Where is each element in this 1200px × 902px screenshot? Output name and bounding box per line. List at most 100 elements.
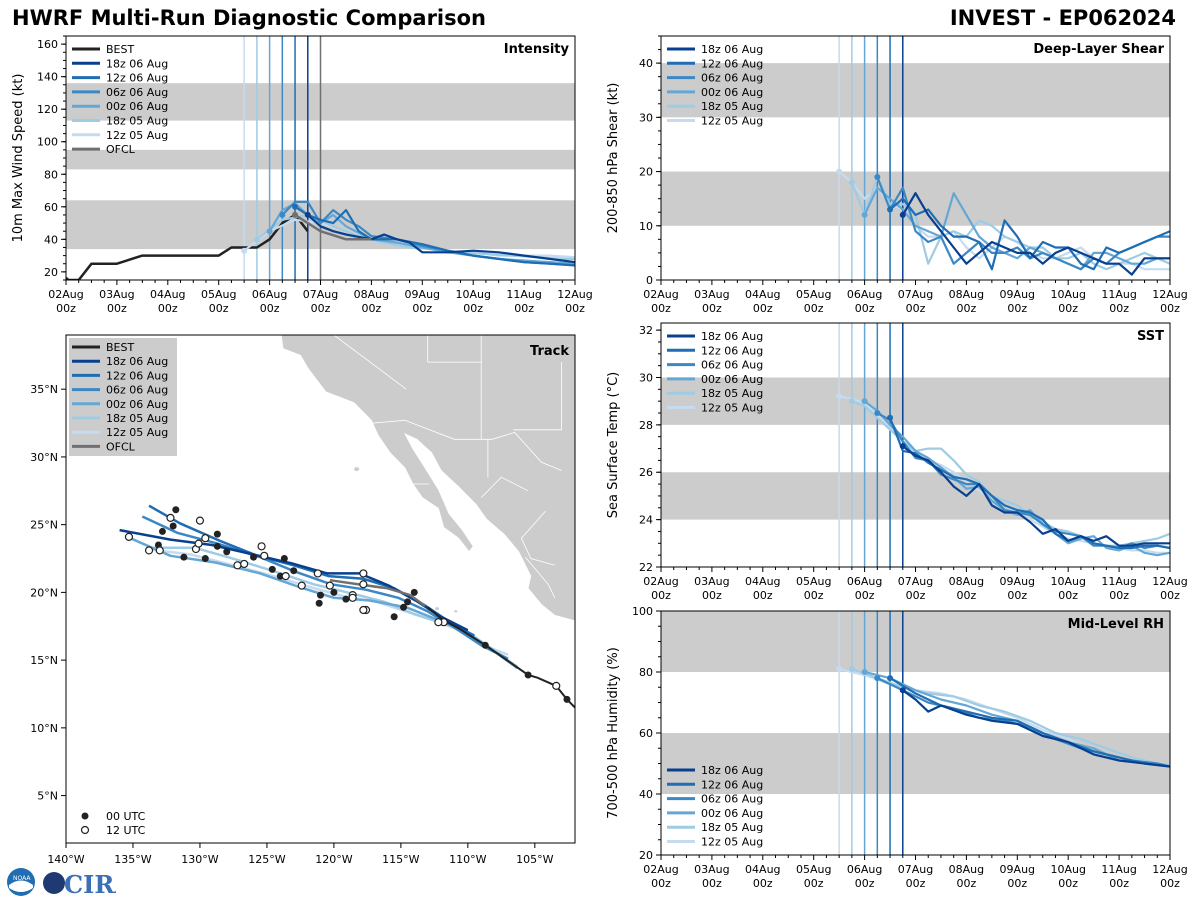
sst-xtick-hour: 00z: [906, 589, 926, 602]
shear-legend-label: 12z 06 Aug: [701, 57, 763, 70]
track-title: Track: [530, 344, 569, 359]
shear-xtick-day: 06Aug: [847, 288, 882, 301]
sst-xtick-hour: 00z: [1160, 589, 1180, 602]
marker-12utc: [359, 580, 368, 589]
island: [354, 467, 360, 472]
marker-00utc: [390, 613, 398, 621]
marker-00utc: [481, 641, 489, 649]
shear-series-line: [901, 192, 1170, 276]
marker-00utc: [180, 553, 188, 561]
sst-series-start-point: [887, 414, 894, 421]
intensity-series-start-point: [241, 247, 248, 254]
shear-xtick-hour: 00z: [855, 302, 875, 315]
marker-00utc: [342, 595, 350, 603]
sst-series-start-point: [861, 398, 868, 405]
sst-legend-label: 18z 05 Aug: [701, 387, 763, 400]
shear-xtick-hour: 00z: [1007, 302, 1027, 315]
shear-legend-label: 18z 06 Aug: [701, 43, 763, 56]
marker-12utc: [434, 618, 443, 627]
intensity-xtick-day: 02Aug: [48, 288, 83, 301]
marker-00utc: [158, 527, 166, 535]
track-line: [141, 515, 509, 660]
intensity-xtick-hour: 00z: [362, 302, 382, 315]
best-track-line: [427, 606, 575, 709]
rh-series-start-point: [861, 669, 868, 675]
shear-ytick-label: 10: [639, 220, 653, 233]
shear-ytick-label: 30: [639, 111, 653, 124]
shear-series-line: [889, 197, 1170, 271]
sst-xtick-day: 03Aug: [694, 575, 729, 588]
sst-legend-label: 00z 06 Aug: [701, 373, 763, 386]
map-border: [427, 335, 482, 363]
marker-12utc: [552, 681, 561, 690]
intensity-series-start-point: [292, 211, 299, 218]
marker-00utc: [223, 548, 231, 556]
intensity-xtick-day: 05Aug: [201, 288, 236, 301]
rh-xtick-hour: 00z: [753, 877, 773, 890]
intensity-series-start-point: [266, 228, 273, 235]
track-xtick-label: 130°W: [181, 853, 218, 866]
sst-legend-label: 12z 05 Aug: [701, 402, 763, 415]
intensity-xtick-hour: 00z: [412, 302, 432, 315]
map-border: [333, 335, 407, 390]
map-border: [372, 419, 562, 471]
sst-ytick-label: 28: [639, 419, 653, 432]
rh-band: [661, 611, 1170, 672]
marker-00utc: [201, 555, 209, 563]
track-ytick-label: 30°N: [30, 451, 58, 464]
rh-ytick-label: 60: [639, 727, 653, 740]
sst-band: [661, 472, 1170, 520]
intensity-ytick-label: 20: [44, 266, 58, 279]
marker-12utc: [359, 569, 368, 578]
sst-legend-label: 06z 06 Aug: [701, 359, 763, 372]
island: [435, 607, 440, 611]
sst-xtick-hour: 00z: [804, 589, 824, 602]
sst-series-start-point: [848, 398, 855, 405]
marker-00utc: [315, 599, 323, 607]
sst-xtick-day: 02Aug: [643, 575, 678, 588]
marker-00utc: [169, 522, 177, 530]
shear-series-start-point: [899, 211, 906, 218]
sst-ytick-label: 24: [639, 514, 653, 527]
land-mass: [280, 335, 575, 622]
track-legend-label: OFCL: [106, 440, 136, 453]
track-legend-label: 18z 06 Aug: [106, 355, 168, 368]
rh-series-start-point: [887, 675, 894, 682]
sst-xtick-day: 04Aug: [745, 575, 780, 588]
track-xtick-label: 140°W: [47, 853, 84, 866]
shear-xtick-hour: 00z: [651, 302, 671, 315]
rh-xtick-hour: 00z: [1109, 877, 1129, 890]
marker-00utc: [290, 567, 298, 575]
sst-series-line: [902, 445, 1170, 547]
sst-ytick-label: 30: [639, 371, 653, 384]
intensity-legend-label: 18z 06 Aug: [106, 57, 168, 70]
marker-legend-00-icon: [81, 812, 89, 820]
sst-xtick-hour: 00z: [1109, 589, 1129, 602]
rh-xtick-hour: 00z: [906, 877, 926, 890]
shear-legend-label: 06z 06 Aug: [701, 72, 763, 85]
track-ytick-label: 35°N: [30, 383, 58, 396]
storm-id: INVEST - EP062024: [949, 6, 1176, 30]
shear-xtick-day: 11Aug: [1101, 288, 1136, 301]
track-legend-label: 12z 06 Aug: [106, 369, 168, 382]
intensity-series-start-point: [66, 277, 69, 280]
track-legend-label: BEST: [106, 341, 134, 354]
marker-12utc: [297, 581, 306, 590]
rh-legend-label: 06z 06 Aug: [701, 793, 763, 806]
intensity-xtick-day: 12Aug: [557, 288, 592, 301]
marker-00utc: [563, 695, 571, 703]
intensity-ylabel: 10m Max Wind Speed (kt): [11, 74, 26, 243]
marker-12utc: [194, 539, 203, 548]
marker-12utc: [313, 569, 322, 578]
intensity-ytick-label: 100: [37, 136, 58, 149]
rh-legend-label: 00z 06 Aug: [701, 807, 763, 820]
track-ytick-label: 5°N: [37, 790, 58, 803]
track-ytick-label: 15°N: [30, 654, 58, 667]
rh-ytick-label: 80: [639, 666, 653, 679]
rh-band: [661, 733, 1170, 794]
track-legend-bg: [69, 338, 177, 456]
rh-xtick-hour: 00z: [957, 877, 977, 890]
shear-panel: 01020304002Aug00z03Aug00z04Aug00z05Aug00…: [606, 35, 1188, 315]
marker-00utc: [404, 598, 412, 606]
